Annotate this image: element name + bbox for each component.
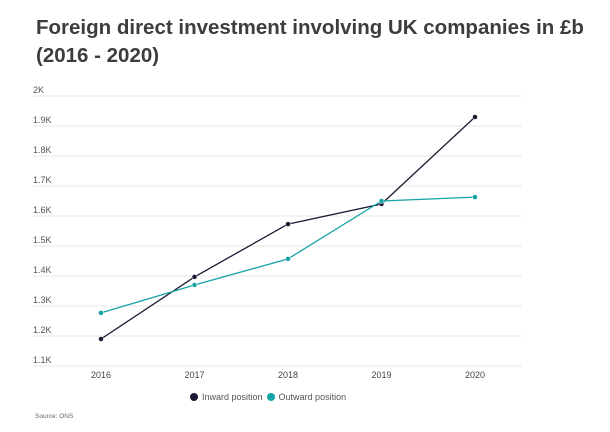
legend-item-outward[interactable]: Outward position xyxy=(266,392,347,402)
y-tick-label: 1.5K xyxy=(33,235,52,245)
gridlines xyxy=(33,95,522,367)
x-tick-label: 2020 xyxy=(465,370,485,380)
data-point-outward xyxy=(285,256,291,262)
y-axis-ticks: 1.1K 1.2K 1.3K 1.4K 1.5K 1.6K 1.7K 1.8K 1.9K 2K xyxy=(33,85,52,365)
y-tick-label: 1.9K xyxy=(33,115,52,125)
y-tick-label: 1.2K xyxy=(33,325,52,335)
data-point-outward xyxy=(378,198,385,204)
legend-item-inward[interactable]: Inward position xyxy=(190,392,263,402)
y-tick-label: 1.6K xyxy=(33,205,52,215)
legend-marker-outward xyxy=(266,393,275,401)
y-tick-label: 1.7K xyxy=(33,175,52,185)
legend-label-inward: Inward position xyxy=(202,392,263,402)
series-line-outward xyxy=(100,196,476,314)
data-point-inward xyxy=(191,274,198,280)
legend-marker-inward xyxy=(190,393,198,401)
data-point-outward xyxy=(98,310,104,316)
data-point-inward xyxy=(285,221,291,227)
series-points xyxy=(98,114,478,342)
y-tick-label: 2K xyxy=(33,85,44,95)
data-point-outward xyxy=(472,194,478,200)
source-note: Source: ONS xyxy=(35,413,74,420)
legend-label-outward: Outward position xyxy=(278,392,347,402)
y-tick-label: 1.8K xyxy=(33,145,52,155)
x-tick-label: 2019 xyxy=(371,370,391,380)
x-tick-label: 2016 xyxy=(91,370,111,380)
chart-title: Foreign direct investment involving UK c… xyxy=(36,16,584,67)
y-tick-label: 1.3K xyxy=(33,295,52,305)
legend: Inward position Outward position xyxy=(190,392,350,402)
x-axis-ticks: 2016 2017 2018 2019 2020 xyxy=(91,370,485,380)
data-point-inward xyxy=(472,114,478,120)
y-tick-label: 1.1K xyxy=(33,355,52,365)
x-tick-label: 2018 xyxy=(278,370,298,380)
x-tick-label: 2017 xyxy=(184,370,204,380)
data-point-inward xyxy=(98,336,104,342)
y-tick-label: 1.4K xyxy=(33,265,52,275)
data-point-outward xyxy=(191,282,198,288)
